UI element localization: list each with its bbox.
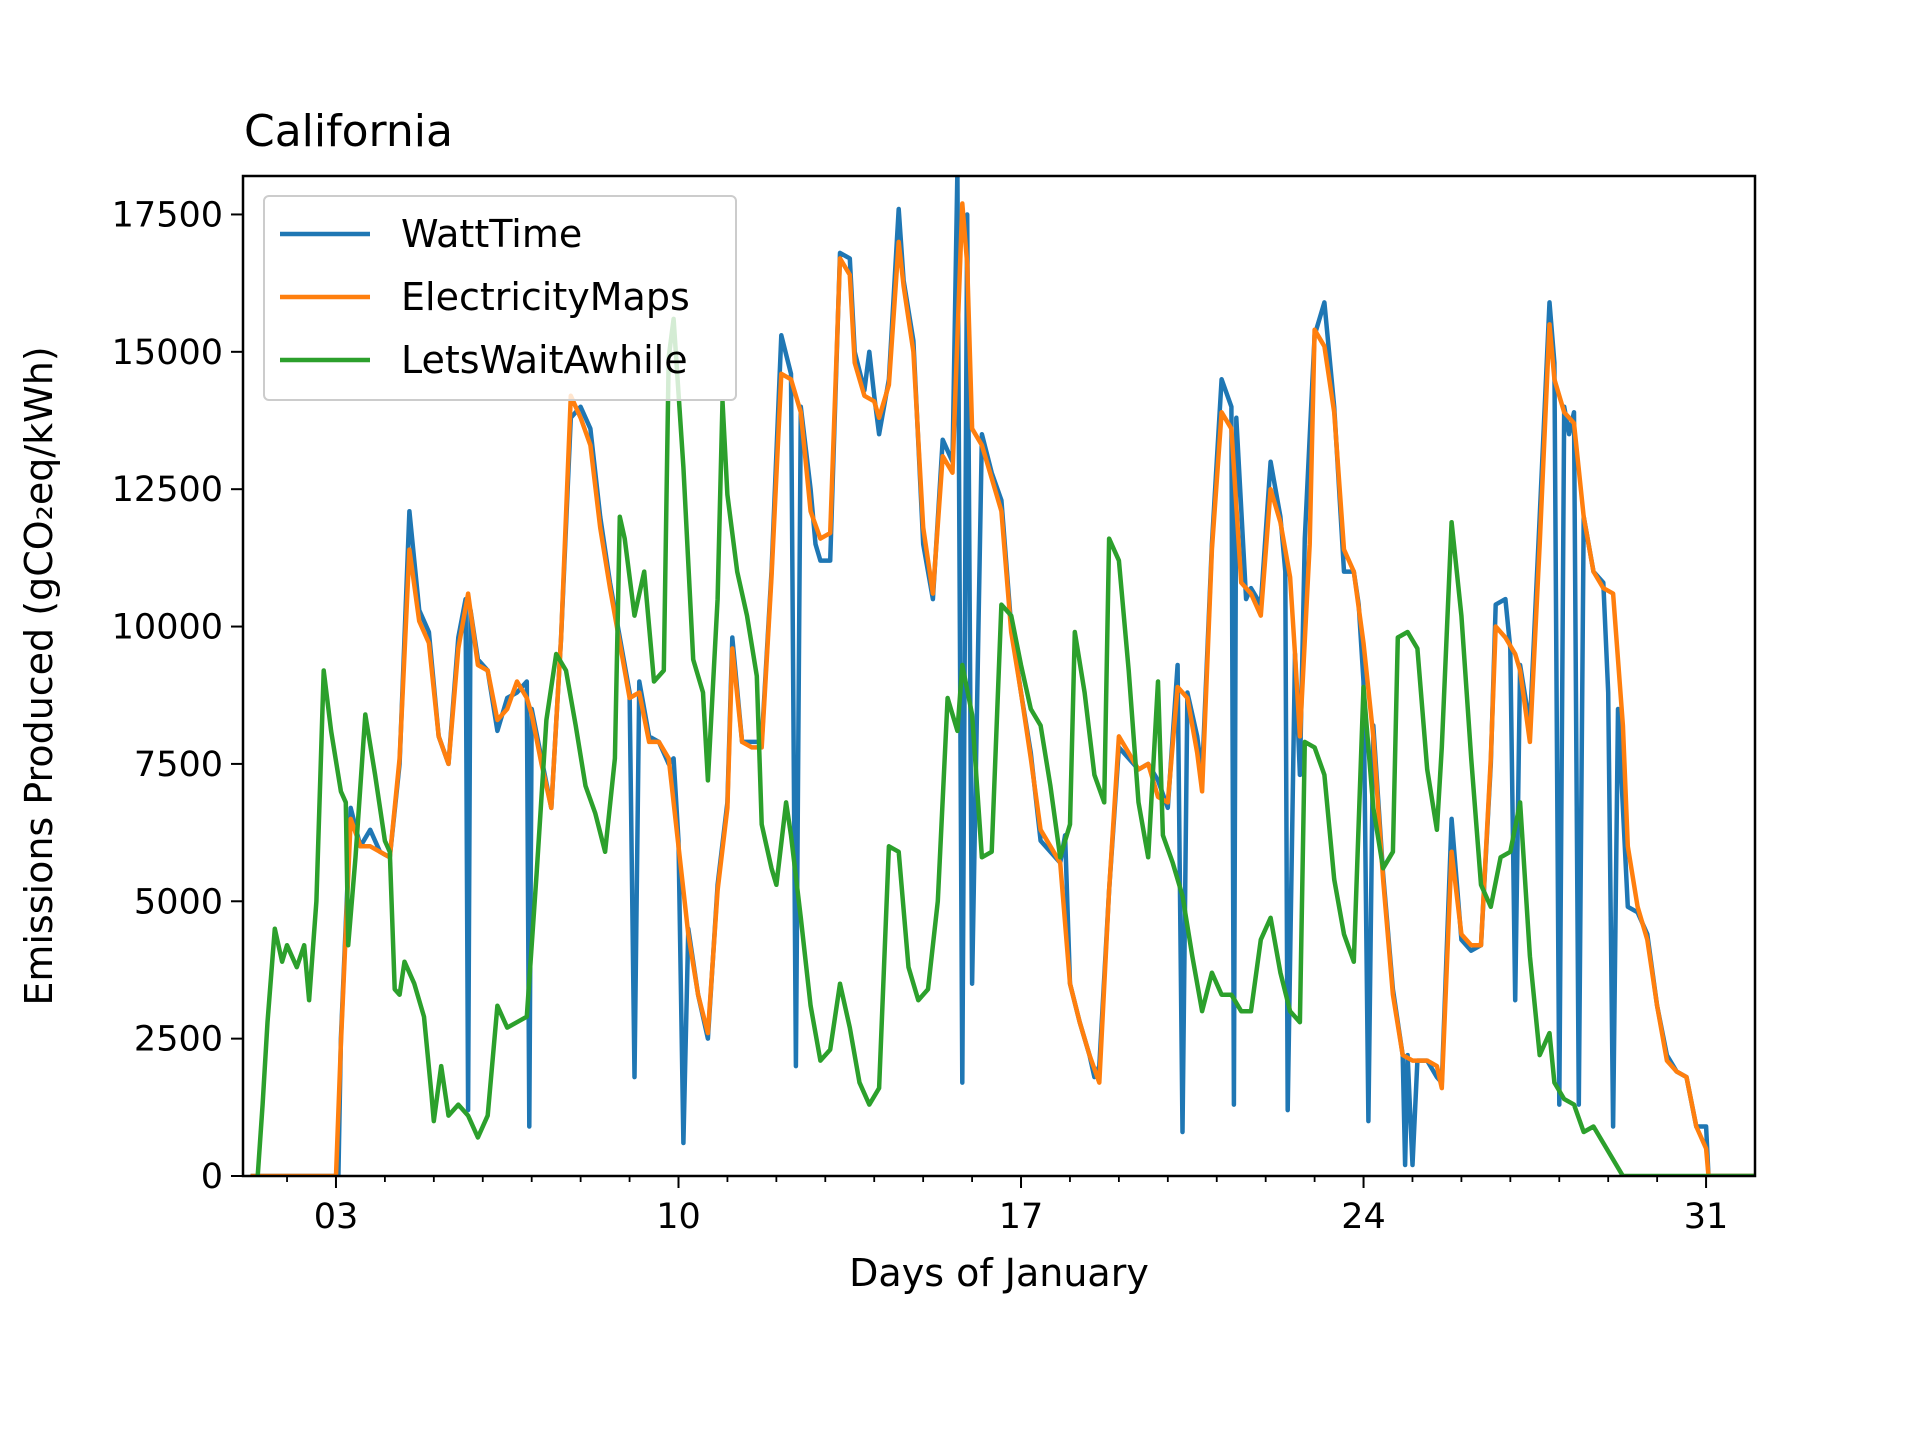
legend-label-0: WattTime: [401, 212, 582, 256]
series-layer: [250, 176, 1755, 1176]
legend-box: [263, 195, 737, 401]
legend: WattTime ElectricityMaps LetsWaitAwhile: [263, 195, 737, 401]
x-tick-label: 17: [999, 1197, 1044, 1237]
y-tick-label: 2500: [134, 1020, 223, 1060]
y-tick-label: 0: [201, 1157, 223, 1197]
series-line-2: [255, 316, 1755, 1176]
x-axis-label: Days of January: [849, 1251, 1149, 1295]
y-tick-label: 12500: [112, 470, 223, 510]
x-axis: 03 10 17 24 31: [286, 1176, 1729, 1237]
y-axis-label: Emissions Produced (gCO₂eq/kWh): [17, 346, 61, 1005]
legend-label-2: LetsWaitAwhile: [401, 338, 688, 382]
series-line-1: [250, 201, 1755, 1176]
x-tick-label: 24: [1341, 1197, 1386, 1237]
y-axis: 0 2500 5000 7500 10000 12500 15000 17500: [112, 195, 243, 1197]
legend-label-1: ElectricityMaps: [401, 275, 690, 319]
y-tick-label: 5000: [134, 882, 223, 922]
x-tick-label: 03: [314, 1197, 359, 1237]
plot-area-frame: [241, 174, 1757, 1178]
y-tick-label: 10000: [112, 608, 223, 648]
chart-title: California: [244, 106, 453, 157]
y-tick-label: 17500: [112, 195, 223, 235]
y-tick-label: 7500: [134, 745, 223, 785]
x-tick-label: 10: [656, 1197, 701, 1237]
x-tick-label: 31: [1684, 1197, 1729, 1237]
y-tick-label: 15000: [112, 333, 223, 373]
